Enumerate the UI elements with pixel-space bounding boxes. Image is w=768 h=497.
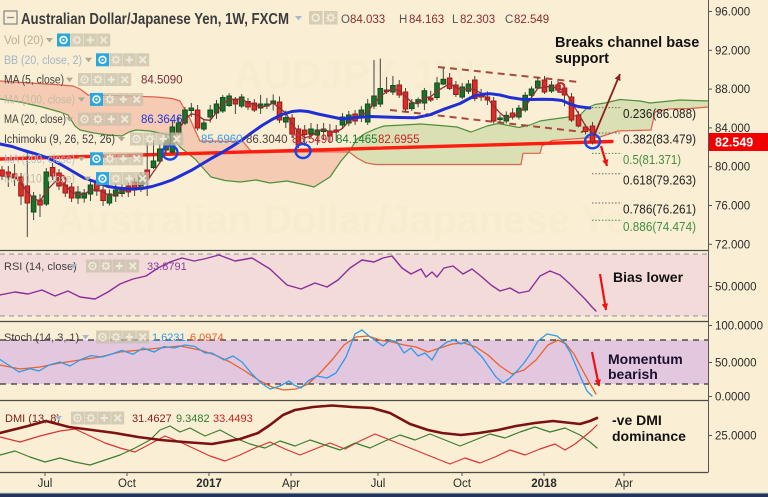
svg-text:80.000: 80.000 [715,162,750,174]
svg-text:Oct: Oct [118,478,137,490]
svg-text:84.163: 84.163 [409,14,444,26]
svg-text:84.033: 84.033 [350,14,385,26]
svg-text:2018: 2018 [531,478,557,490]
svg-text:82.549: 82.549 [715,135,753,149]
svg-text:0.382(83.479): 0.382(83.479) [623,131,696,146]
svg-text:dominance: dominance [612,428,686,444]
svg-text:0.786(76.261): 0.786(76.261) [623,201,696,216]
svg-text:Breaks channel base: Breaks channel base [555,35,699,51]
svg-text:Stoch (14, 3, 1): Stoch (14, 3, 1) [4,332,79,344]
svg-text:86.3646: 86.3646 [141,114,183,126]
svg-text:9.3482: 9.3482 [176,413,210,425]
svg-text:C: C [505,14,513,26]
svg-text:76.000: 76.000 [715,201,750,213]
svg-text:0.886(74.474): 0.886(74.474) [623,219,696,234]
svg-text:82.303: 82.303 [460,14,495,26]
svg-text:72.000: 72.000 [715,239,750,251]
svg-text:-ve DMI: -ve DMI [612,412,662,428]
svg-text:Bias lower: Bias lower [613,269,684,285]
svg-text:MA (100, close): MA (100, close) [4,94,75,106]
svg-text:RSI (14, close): RSI (14, close) [4,261,77,273]
svg-text:MA (110, close): MA (110, close) [4,174,75,186]
svg-text:1.6231: 1.6231 [152,332,186,344]
svg-text:Apr: Apr [282,478,300,490]
svg-text:0.236(86.088): 0.236(86.088) [623,106,696,121]
svg-text:2017: 2017 [196,478,222,490]
svg-text:82.6955: 82.6955 [378,134,420,146]
svg-text:96.000: 96.000 [715,7,750,19]
svg-text:84.5090: 84.5090 [141,75,183,87]
svg-text:Vol (20): Vol (20) [4,35,44,47]
svg-text:86.3040: 86.3040 [246,134,288,146]
svg-text:100.0000: 100.0000 [715,321,763,333]
svg-text:L: L [452,14,459,26]
svg-text:H: H [399,14,407,26]
svg-text:O: O [341,14,350,26]
svg-text:92.000: 92.000 [715,45,750,57]
svg-text:Australian Dollar/Japanese Yen: Australian Dollar/Japanese Yen, 1W, FXCM [21,11,289,28]
svg-text:DMI (13, 8): DMI (13, 8) [5,413,60,425]
svg-text:BB (20, close, 2): BB (20, close, 2) [4,55,82,67]
svg-text:Oct: Oct [453,478,472,490]
svg-text:MA (200, close): MA (200, close) [4,154,75,166]
svg-text:support: support [555,51,609,67]
svg-text:Jul: Jul [371,478,386,490]
svg-text:84.1465: 84.1465 [336,134,378,146]
svg-text:82.549: 82.549 [514,14,549,26]
svg-text:MA (20, close): MA (20, close) [4,114,66,126]
svg-text:85.6960: 85.6960 [201,134,243,146]
svg-text:33.8791: 33.8791 [147,261,187,273]
svg-text:0.5(81.371): 0.5(81.371) [623,152,681,167]
svg-text:33.4493: 33.4493 [213,413,253,425]
svg-text:Jul: Jul [38,478,53,490]
svg-text:Australian Dollar/Japanese Yen: Australian Dollar/Japanese Yen [56,198,651,242]
svg-text:Ichimoku (9, 26, 52, 26): Ichimoku (9, 26, 52, 26) [4,134,115,146]
svg-text:Momentum: Momentum [608,351,683,367]
svg-text:86.5490: 86.5490 [292,134,334,146]
svg-text:MA (5, close): MA (5, close) [4,75,64,87]
svg-text:88.000: 88.000 [715,84,750,96]
svg-text:31.4627: 31.4627 [132,413,172,425]
svg-text:6.0974: 6.0974 [190,332,224,344]
svg-text:0.618(79.263): 0.618(79.263) [623,172,696,187]
svg-text:0.0000: 0.0000 [715,392,750,404]
svg-text:25.0000: 25.0000 [715,431,757,443]
svg-text:50.0000: 50.0000 [715,358,757,370]
svg-text:Apr: Apr [615,478,633,490]
svg-text:bearish: bearish [608,366,658,382]
svg-text:84.000: 84.000 [715,123,750,135]
svg-text:50.0000: 50.0000 [715,282,757,294]
